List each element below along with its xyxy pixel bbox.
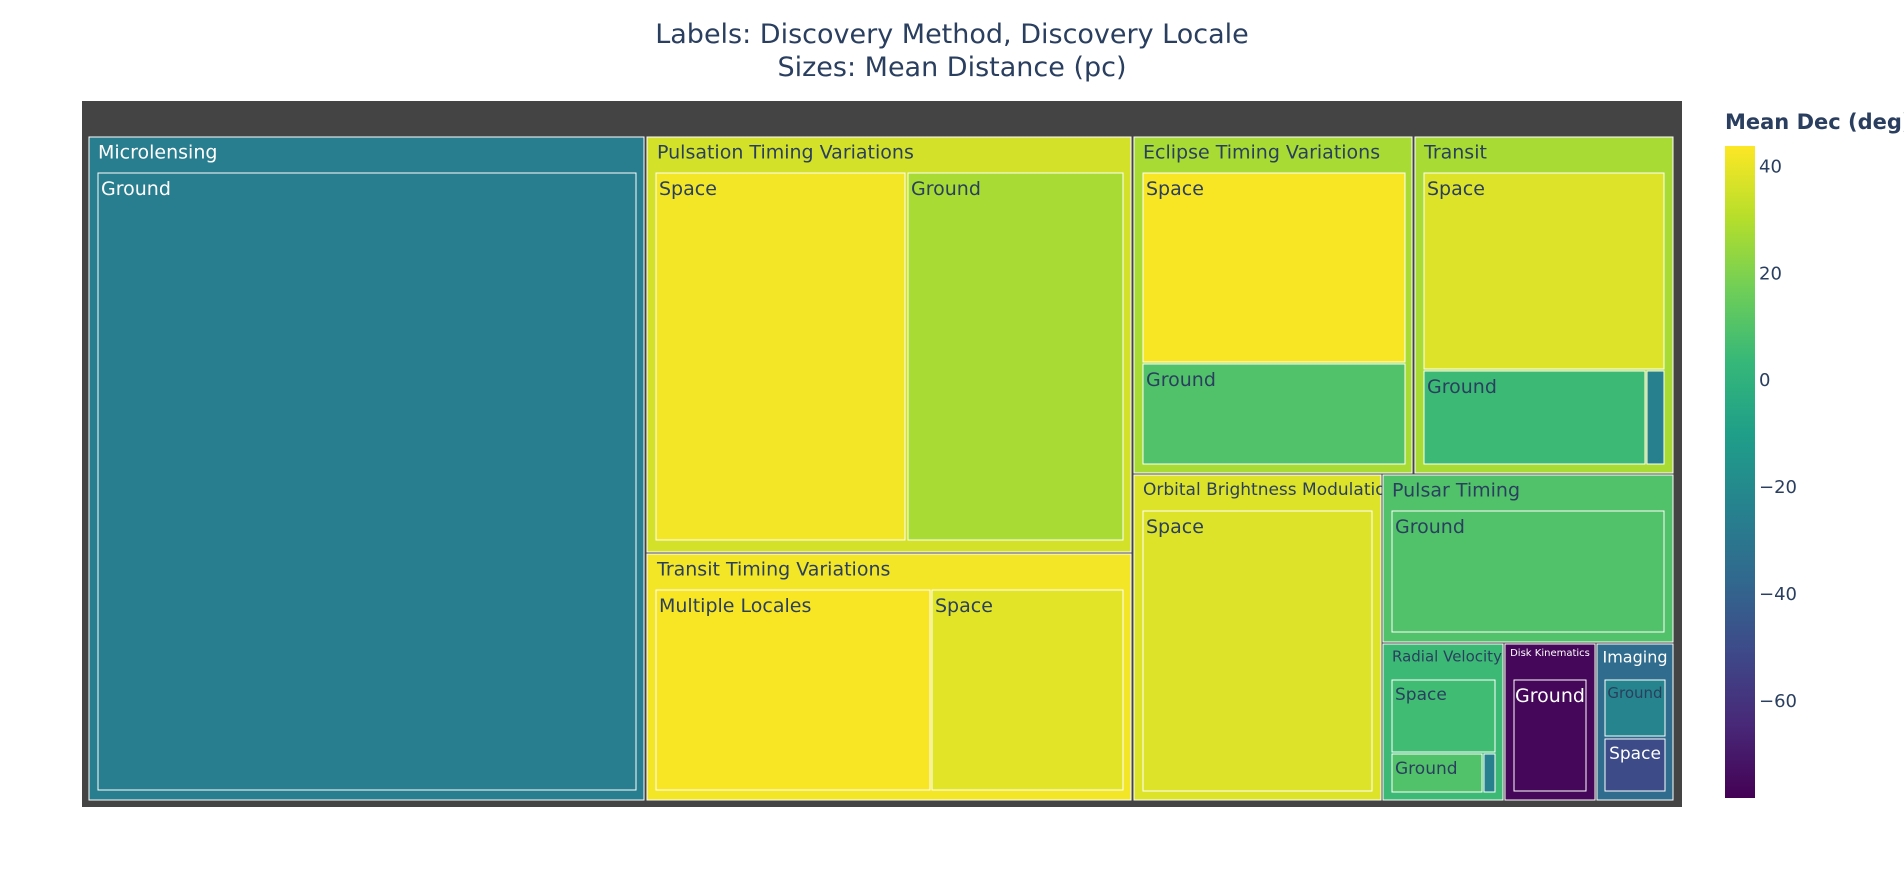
colorbar-tick-label: 40 bbox=[1759, 156, 1782, 177]
tile-orbital-brightness-modulation-space-0[interactable] bbox=[1142, 510, 1373, 792]
tile-label-transit-timing-variations-space: Space bbox=[935, 595, 993, 617]
tile-pulsar-timing-ground-0[interactable] bbox=[1391, 510, 1665, 633]
tile-label-microlensing-ground: Ground bbox=[101, 178, 171, 200]
tile-label-microlensing: Microlensing bbox=[98, 142, 217, 164]
tile-label-pulsar-timing-ground: Ground bbox=[1395, 516, 1465, 538]
tile-label-transit-space: Space bbox=[1427, 178, 1485, 200]
colorbar-title: Mean Dec (deg) bbox=[1725, 110, 1904, 134]
tile-label-imaging-ground: Ground bbox=[1607, 684, 1662, 702]
tile-label-orbital-brightness-modulation: Orbital Brightness Modulation bbox=[1143, 480, 1396, 500]
tile-imaging-ground-0[interactable] bbox=[1604, 679, 1666, 737]
tile-label-eclipse-timing-variations: Eclipse Timing Variations bbox=[1143, 142, 1380, 164]
colorbar-tick-label: −20 bbox=[1759, 477, 1797, 498]
tile-eclipse-timing-variations-ground-1[interactable] bbox=[1142, 363, 1406, 465]
tile-transit-unlabeled-2[interactable] bbox=[1646, 370, 1665, 465]
chart-title-line1: Labels: Discovery Method, Discovery Loca… bbox=[655, 19, 1249, 50]
tile-label-radial-velocity: Radial Velocity bbox=[1392, 648, 1502, 666]
tile-label-imaging: Imaging bbox=[1602, 648, 1667, 667]
tile-label-pulsar-timing: Pulsar Timing bbox=[1392, 480, 1520, 502]
tile-label-radial-velocity-ground: Ground bbox=[1395, 759, 1458, 779]
tile-label-transit-timing-variations: Transit Timing Variations bbox=[656, 559, 890, 581]
tile-eclipse-timing-variations-space-0[interactable] bbox=[1142, 172, 1406, 363]
tile-label-eclipse-timing-variations-ground: Ground bbox=[1146, 369, 1216, 391]
tile-label-transit: Transit bbox=[1423, 142, 1487, 164]
tile-label-pulsation-timing-variations-ground: Ground bbox=[911, 178, 981, 200]
tile-label-eclipse-timing-variations-space: Space bbox=[1146, 178, 1204, 200]
tile-pulsation-timing-variations-ground-1[interactable] bbox=[907, 172, 1124, 541]
colorbar-tick-label: −40 bbox=[1759, 584, 1797, 605]
tile-radial-velocity-unlabeled-2[interactable] bbox=[1483, 753, 1496, 793]
tile-pulsation-timing-variations-space-0[interactable] bbox=[655, 172, 906, 541]
tile-imaging-space-1[interactable] bbox=[1604, 738, 1666, 792]
tile-microlensing-ground-0[interactable] bbox=[97, 172, 637, 791]
colorbar-tick-label: 0 bbox=[1759, 370, 1770, 391]
tile-label-radial-velocity-space: Space bbox=[1395, 685, 1447, 705]
tile-transit-ground-1[interactable] bbox=[1423, 370, 1646, 465]
tile-label-pulsation-timing-variations: Pulsation Timing Variations bbox=[657, 142, 914, 164]
tile-transit-timing-variations-multiple-locales-0[interactable] bbox=[655, 589, 931, 791]
tile-label-disk-kinematics-ground: Ground bbox=[1515, 685, 1585, 707]
chart-title: Labels: Discovery Method, Discovery Loca… bbox=[0, 18, 1904, 84]
tile-label-transit-ground: Ground bbox=[1427, 376, 1497, 398]
tile-label-orbital-brightness-modulation-space: Space bbox=[1146, 516, 1204, 538]
colorbar-tick-label: 20 bbox=[1759, 263, 1782, 284]
tile-label-disk-kinematics: Disk Kinematics bbox=[1510, 648, 1590, 659]
colorbar bbox=[1725, 146, 1755, 798]
colorbar-tick-label: −60 bbox=[1759, 691, 1797, 712]
tile-label-pulsation-timing-variations-space: Space bbox=[659, 178, 717, 200]
tile-transit-space-0[interactable] bbox=[1423, 172, 1665, 370]
tile-disk-kinematics-ground-0[interactable] bbox=[1513, 679, 1587, 792]
chart-title-line2: Sizes: Mean Distance (pc) bbox=[777, 52, 1127, 83]
tile-radial-velocity-ground-1[interactable] bbox=[1391, 753, 1483, 793]
tile-label-transit-timing-variations-multiple-locales: Multiple Locales bbox=[659, 595, 811, 617]
tile-radial-velocity-space-0[interactable] bbox=[1391, 679, 1496, 753]
tile-label-imaging-space: Space bbox=[1609, 744, 1661, 764]
tile-transit-timing-variations-space-1[interactable] bbox=[931, 589, 1124, 791]
